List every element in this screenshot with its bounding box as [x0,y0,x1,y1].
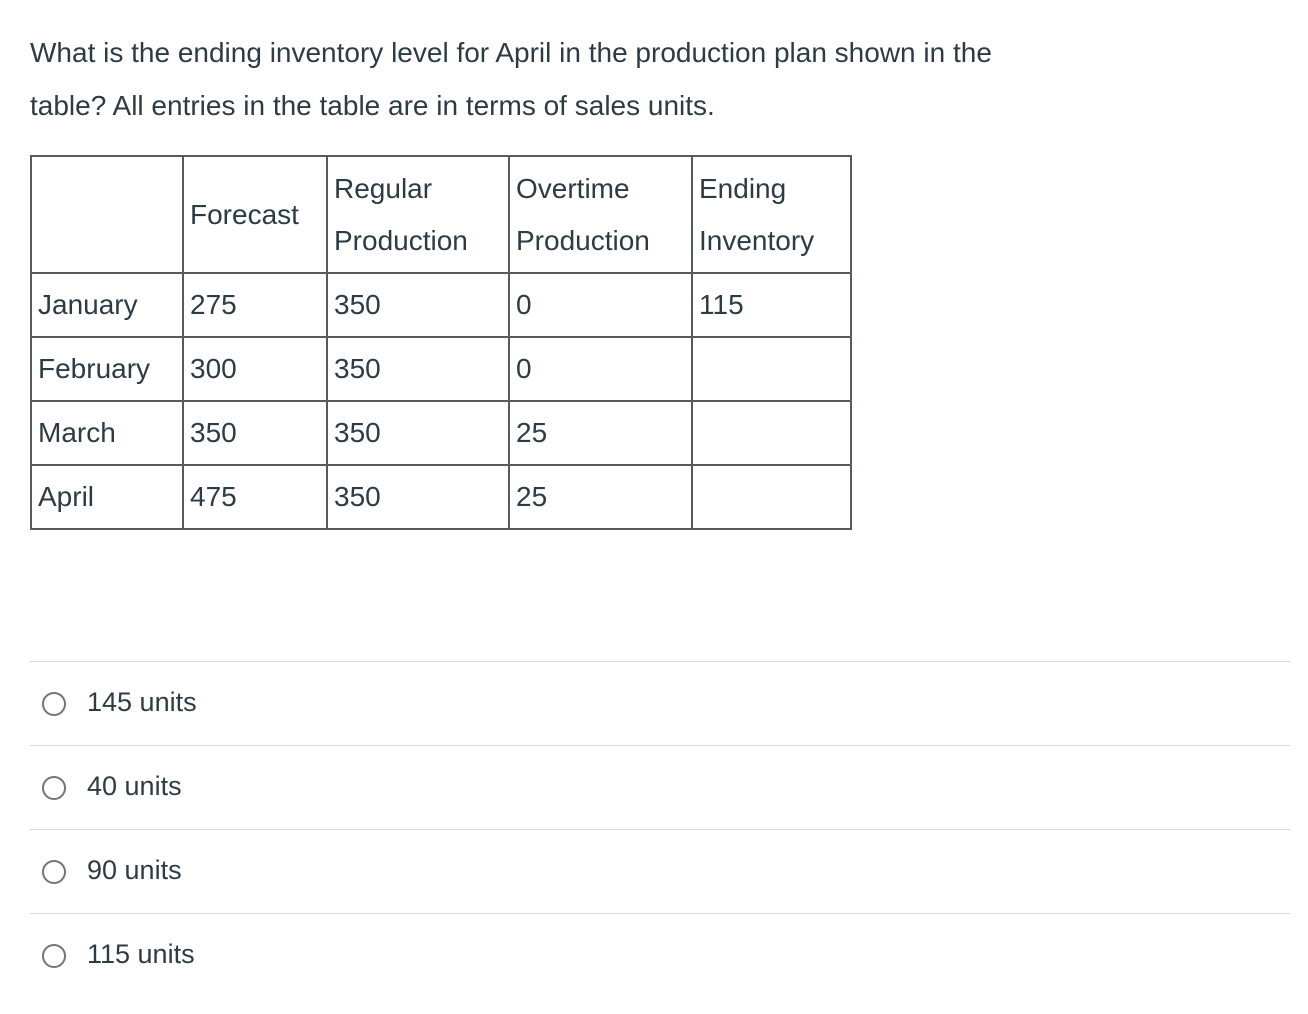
radio-button-icon[interactable] [42,691,66,716]
answer-option-115-units[interactable]: 115 units [30,913,1290,997]
table-cell-regular-production: 350 [326,400,510,466]
radio-button-icon[interactable] [42,775,66,800]
table-cell-forecast: 275 [182,272,328,338]
table-header-blank [30,155,184,274]
table-cell-ending-inventory [691,464,852,530]
answer-options: 145 units 40 units 90 units 115 units [30,661,1290,997]
production-plan-table: Forecast Regular Production Overtime Pro… [30,155,852,530]
table-cell-ending-inventory [691,400,852,466]
table-header-forecast: Forecast [182,155,328,274]
question-line-2: table? All entries in the table are in t… [30,90,715,121]
radio-button-icon[interactable] [42,859,66,884]
table-cell-ending-inventory [691,336,852,402]
answer-option-145-units[interactable]: 145 units [30,661,1290,745]
table-cell-ending-inventory: 115 [691,272,852,338]
table-header-ending-inventory: Ending Inventory [691,155,852,274]
answer-option-label[interactable]: 115 units [87,939,195,969]
table-cell-forecast: 350 [182,400,328,466]
answer-option-40-units[interactable]: 40 units [30,745,1290,829]
table-cell-overtime-production: 25 [508,464,693,530]
table-cell-overtime-production: 0 [508,272,693,338]
table-cell-overtime-production: 0 [508,336,693,402]
table-cell-regular-production: 350 [326,336,510,402]
table-row-march: March 350 350 25 [30,400,852,466]
table-cell-month: February [30,336,184,402]
table-header-overtime-production: Overtime Production [508,155,693,274]
question-line-1: What is the ending inventory level for A… [30,37,992,68]
question-text: What is the ending inventory level for A… [30,26,1290,132]
answer-option-label[interactable]: 90 units [87,855,182,885]
table-row-january: January 275 350 0 115 [30,272,852,338]
answer-option-label[interactable]: 145 units [87,687,197,717]
table-cell-overtime-production: 25 [508,400,693,466]
table-header-row: Forecast Regular Production Overtime Pro… [30,155,852,274]
table-cell-forecast: 475 [182,464,328,530]
table-cell-month: April [30,464,184,530]
table-cell-month: January [30,272,184,338]
table-row-february: February 300 350 0 [30,336,852,402]
table-cell-forecast: 300 [182,336,328,402]
table-header-regular-production: Regular Production [326,155,510,274]
answer-option-90-units[interactable]: 90 units [30,829,1290,913]
table-cell-regular-production: 350 [326,272,510,338]
table-cell-regular-production: 350 [326,464,510,530]
radio-button-icon[interactable] [42,943,66,968]
table-cell-month: March [30,400,184,466]
answer-option-label[interactable]: 40 units [87,771,182,801]
table-row-april: April 475 350 25 [30,464,852,530]
